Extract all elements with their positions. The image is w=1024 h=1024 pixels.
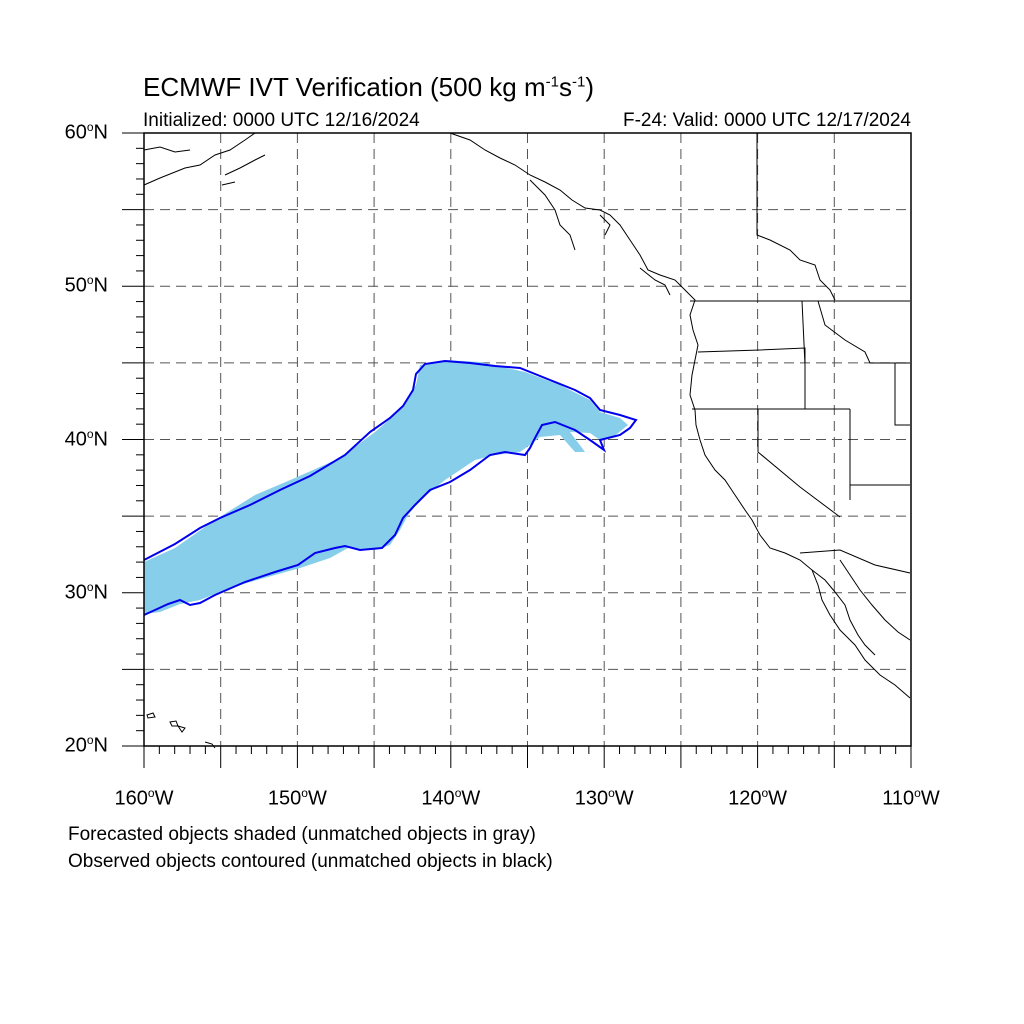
baja-california xyxy=(811,569,876,656)
political-borders xyxy=(690,133,911,574)
forecast-legend-note: Forecasted objects shaded (unmatched obj… xyxy=(68,824,536,845)
observed-object xyxy=(143,359,638,616)
hawaii-islands xyxy=(146,712,216,749)
coastlines xyxy=(143,132,911,749)
plot-title: ECMWF IVT Verification (500 kg m-1s-1) xyxy=(143,72,594,102)
alaska-canada-border xyxy=(756,133,836,301)
lat-label: 20oN xyxy=(64,733,108,757)
north-america-coast xyxy=(449,132,911,699)
gulf-coast-mexico xyxy=(839,559,911,641)
washington-oregon-border xyxy=(697,347,806,363)
lon-label: 120oW xyxy=(728,786,788,810)
valid-time: F-24: Valid: 0000 UTC 12/17/2024 xyxy=(623,110,911,131)
axis-ticks xyxy=(122,132,912,768)
lon-label: 110oW xyxy=(882,786,940,810)
utah-border xyxy=(850,363,910,486)
idaho-border xyxy=(801,300,806,409)
lon-label: 140oW xyxy=(421,786,481,810)
alaska-coast xyxy=(143,132,266,186)
lat-label: 40oN xyxy=(64,426,108,451)
california-nevada-border xyxy=(757,409,841,518)
lat-label: 30oN xyxy=(64,579,108,604)
montana-idaho-border xyxy=(817,300,910,364)
us-mexico-border xyxy=(799,549,911,574)
lon-label: 150oW xyxy=(267,786,327,810)
canada-islands xyxy=(529,179,671,296)
initialized-time: Initialized: 0000 UTC 12/16/2024 xyxy=(143,110,420,131)
lon-label: 130oW xyxy=(574,786,634,810)
forecast-object xyxy=(144,360,628,614)
lat-label: 50oN xyxy=(64,273,108,297)
lat-label: 60oN xyxy=(64,120,108,144)
observed-legend-note: Observed objects contoured (unmatched ob… xyxy=(68,851,553,872)
lon-label: 160oW xyxy=(114,786,174,810)
